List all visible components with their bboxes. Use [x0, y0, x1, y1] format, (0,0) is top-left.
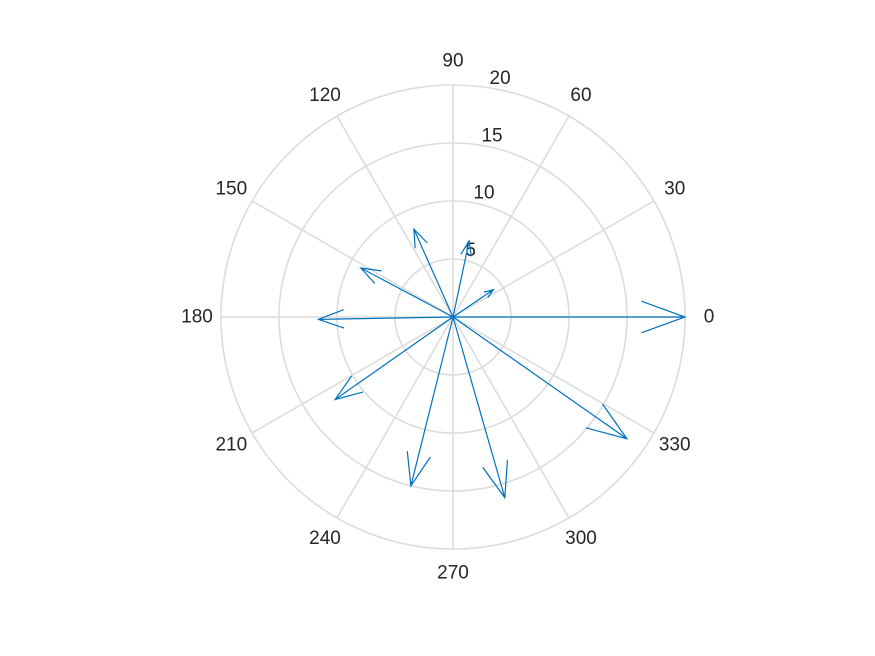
angle-tick-label-150: 150	[215, 179, 247, 200]
vector-arrow-3	[413, 227, 454, 318]
vector-arrow-6	[333, 316, 454, 401]
vector-arrow-8	[452, 316, 509, 500]
angle-tick-label-270: 270	[437, 563, 469, 584]
vector-arrow-1	[452, 288, 495, 318]
vector-arrows	[316, 227, 687, 500]
angle-tick-label-0: 0	[704, 307, 715, 328]
radius-tick-label-20: 20	[490, 68, 511, 89]
angle-tick-label-90: 90	[442, 51, 463, 72]
vector-arrow-7	[406, 316, 454, 488]
angle-tick-label-300: 300	[565, 528, 597, 549]
angle-tick-label-240: 240	[309, 528, 341, 549]
vector-arrow-5	[316, 309, 454, 329]
angle-tick-label-180: 180	[181, 307, 213, 328]
vector-arrow-2	[452, 239, 472, 318]
angle-tick-label-120: 120	[309, 85, 341, 106]
angle-tick-label-330: 330	[659, 435, 691, 456]
radius-tick-label-15: 15	[481, 125, 502, 146]
angle-tick-label-60: 60	[570, 85, 591, 106]
vector-arrow-0	[453, 300, 687, 334]
radius-tick-label-10: 10	[473, 183, 494, 204]
angle-tick-label-210: 210	[215, 435, 247, 456]
vector-arrow-4	[359, 267, 454, 318]
angle-tick-label-30: 30	[664, 179, 685, 200]
vector-arrow-9	[452, 316, 629, 440]
angle-tick-labels: 0 30 60 90 120 150 180 210 240 270 300 330	[181, 51, 714, 584]
